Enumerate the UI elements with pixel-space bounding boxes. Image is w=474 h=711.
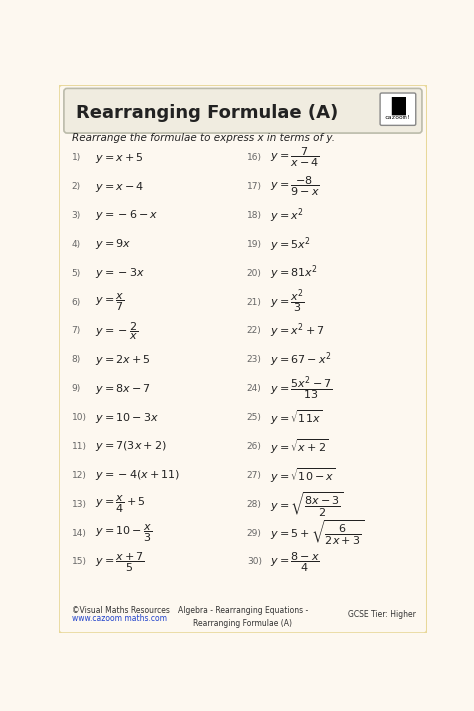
Text: $y = \sqrt{11x}$: $y = \sqrt{11x}$ [270, 408, 322, 427]
Text: 23): 23) [247, 356, 262, 364]
Text: 19): 19) [247, 240, 262, 249]
Text: $y = \sqrt{\dfrac{8x-3}{2}}$: $y = \sqrt{\dfrac{8x-3}{2}}$ [270, 490, 344, 518]
Text: $y = -3x$: $y = -3x$ [95, 266, 145, 280]
Text: $y = 5x^2$: $y = 5x^2$ [270, 235, 311, 254]
Text: $y = 8x - 7$: $y = 8x - 7$ [95, 382, 151, 396]
Text: $y = x - 4$: $y = x - 4$ [95, 180, 144, 193]
Text: $y = 67 - x^2$: $y = 67 - x^2$ [270, 351, 332, 369]
Text: 27): 27) [247, 471, 262, 480]
Text: $y = \sqrt{x + 2}$: $y = \sqrt{x + 2}$ [270, 437, 329, 456]
FancyBboxPatch shape [58, 85, 428, 634]
Text: $y = 7(3x + 2)$: $y = 7(3x + 2)$ [95, 439, 167, 454]
Text: $y = 81x^2$: $y = 81x^2$ [270, 264, 318, 282]
Text: Algebra - Rearranging Equations -
Rearranging Formulae (A): Algebra - Rearranging Equations - Rearra… [178, 606, 308, 628]
Text: $y = \dfrac{7}{x-4}$: $y = \dfrac{7}{x-4}$ [270, 146, 320, 169]
Text: 8): 8) [72, 356, 81, 364]
Text: 28): 28) [247, 500, 262, 508]
Text: $y = x^2 + 7$: $y = x^2 + 7$ [270, 321, 325, 341]
Text: 21): 21) [247, 298, 262, 306]
Text: 13): 13) [72, 500, 87, 508]
Text: █: █ [391, 96, 405, 114]
Text: $y = 2x + 5$: $y = 2x + 5$ [95, 353, 151, 367]
Text: 22): 22) [247, 326, 262, 336]
Text: $y = -4(x + 11)$: $y = -4(x + 11)$ [95, 469, 180, 482]
Text: $y = \dfrac{x}{4} + 5$: $y = \dfrac{x}{4} + 5$ [95, 493, 146, 515]
Text: 12): 12) [72, 471, 87, 480]
Text: 5): 5) [72, 269, 81, 278]
Text: $y = \dfrac{x^2}{3}$: $y = \dfrac{x^2}{3}$ [270, 288, 305, 316]
Text: cazoom!: cazoom! [385, 115, 411, 120]
Text: 4): 4) [72, 240, 81, 249]
Text: $y = -6 - x$: $y = -6 - x$ [95, 208, 158, 223]
Text: $y = \dfrac{-8}{9-x}$: $y = \dfrac{-8}{9-x}$ [270, 175, 320, 198]
Text: 2): 2) [72, 182, 81, 191]
Text: 30): 30) [247, 557, 262, 567]
Text: 10): 10) [72, 413, 87, 422]
Text: $y = -\dfrac{2}{x}$: $y = -\dfrac{2}{x}$ [95, 320, 138, 342]
FancyBboxPatch shape [64, 88, 422, 133]
Text: $y = x + 5$: $y = x + 5$ [95, 151, 144, 165]
Text: 14): 14) [72, 528, 87, 538]
Text: $y = \sqrt{10 - x}$: $y = \sqrt{10 - x}$ [270, 466, 336, 485]
Text: 26): 26) [247, 442, 262, 451]
Text: 16): 16) [247, 153, 262, 162]
Text: $y = 5 + \sqrt{\dfrac{6}{2x+3}}$: $y = 5 + \sqrt{\dfrac{6}{2x+3}}$ [270, 519, 364, 547]
Text: $y = \dfrac{8-x}{4}$: $y = \dfrac{8-x}{4}$ [270, 550, 320, 574]
Text: 7): 7) [72, 326, 81, 336]
Text: 6): 6) [72, 298, 81, 306]
Text: $y = \dfrac{x}{7}$: $y = \dfrac{x}{7}$ [95, 292, 125, 313]
Text: 15): 15) [72, 557, 87, 567]
Text: Rearrange the formulae to express x in terms of y.: Rearrange the formulae to express x in t… [72, 133, 335, 143]
Text: 20): 20) [247, 269, 262, 278]
Text: 3): 3) [72, 211, 81, 220]
Text: Rearranging Formulae (A): Rearranging Formulae (A) [76, 104, 338, 122]
Text: 25): 25) [247, 413, 262, 422]
Text: 17): 17) [247, 182, 262, 191]
Text: $y = \dfrac{x + 7}{5}$: $y = \dfrac{x + 7}{5}$ [95, 550, 145, 574]
Text: 11): 11) [72, 442, 87, 451]
Text: 29): 29) [247, 528, 262, 538]
Text: 18): 18) [247, 211, 262, 220]
Text: $y = 10 - 3x$: $y = 10 - 3x$ [95, 410, 159, 424]
Text: www.cazoom maths.com: www.cazoom maths.com [72, 614, 167, 623]
Text: $y = x^2$: $y = x^2$ [270, 206, 304, 225]
Text: 9): 9) [72, 384, 81, 393]
Text: $y = \dfrac{5x^2 - 7}{13}$: $y = \dfrac{5x^2 - 7}{13}$ [270, 375, 333, 402]
Text: GCSE Tier: Higher: GCSE Tier: Higher [348, 610, 416, 619]
Text: $y = 10 - \dfrac{x}{3}$: $y = 10 - \dfrac{x}{3}$ [95, 523, 152, 544]
Text: $y = 9x$: $y = 9x$ [95, 237, 131, 251]
Text: ©Visual Maths Resources: ©Visual Maths Resources [72, 606, 170, 615]
FancyBboxPatch shape [380, 93, 416, 125]
Text: 24): 24) [247, 384, 262, 393]
Text: 1): 1) [72, 153, 81, 162]
